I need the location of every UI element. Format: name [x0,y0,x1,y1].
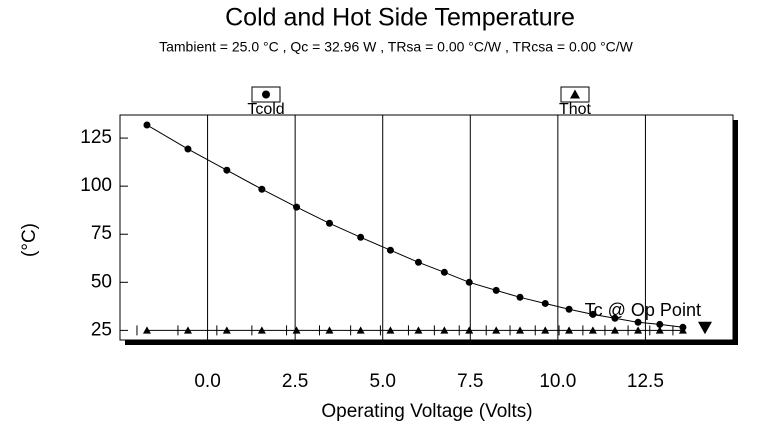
data-point [386,326,395,334]
data-point [492,326,501,334]
data-point [465,326,474,334]
x-tick-label: 0.0 [194,371,220,392]
plot-area [119,114,734,341]
x-tick-label: 12.5 [627,371,664,392]
data-point [588,326,597,334]
data-point [325,326,334,334]
data-point [565,326,574,334]
data-point [292,326,301,334]
data-point [357,233,365,241]
data-point [258,185,266,193]
legend-label: Thot [559,101,592,118]
x-tick-label: 7.5 [457,371,483,392]
op-point-marker [697,321,712,335]
y-tick-label: 75 [91,223,112,244]
data-point [293,203,301,211]
data-point [183,326,192,334]
data-point [356,326,365,334]
data-point [634,318,642,326]
data-point [440,268,448,276]
data-point [516,326,525,334]
data-point [610,326,619,334]
data-point [678,326,687,334]
data-point [414,258,422,266]
data-point [143,121,151,129]
y-tick-label: 100 [80,175,112,196]
data-point [386,246,394,254]
chart-title: Cold and Hot Side Temperature [225,4,575,32]
data-point [325,219,333,227]
data-point [565,305,573,313]
y-tick-label: 25 [91,319,112,340]
x-tick-label: 10.0 [539,371,576,392]
data-point [634,326,643,334]
data-point [589,310,597,318]
y-axis-label: (°C) [19,223,40,257]
y-tick-label: 125 [80,127,112,148]
data-point [492,286,500,294]
annotation-label: Tc @ Op Point [585,300,701,320]
x-tick-label: 5.0 [370,371,396,392]
legend-symbol [570,89,580,99]
y-tick-label: 50 [91,271,112,292]
legend-symbol [262,90,270,99]
data-point [611,314,619,322]
chart-subtitle: Tambient = 25.0 °C , Qc = 32.96 W , TRsa… [159,39,634,55]
data-point [541,299,549,307]
data-point [222,326,231,334]
data-point [656,320,664,328]
x-axis-label: Operating Voltage (Volts) [321,401,532,422]
data-point [465,278,473,286]
data-point [142,326,151,334]
data-point [541,326,550,334]
data-point [440,326,449,334]
data-point [257,326,266,334]
data-point [516,293,524,301]
data-point [223,166,231,174]
data-point [184,145,192,153]
legend-label: Tcold [247,101,284,118]
data-point [655,326,664,334]
series-line [146,124,683,328]
x-tick-label: 2.5 [282,371,308,392]
data-point [414,326,423,334]
